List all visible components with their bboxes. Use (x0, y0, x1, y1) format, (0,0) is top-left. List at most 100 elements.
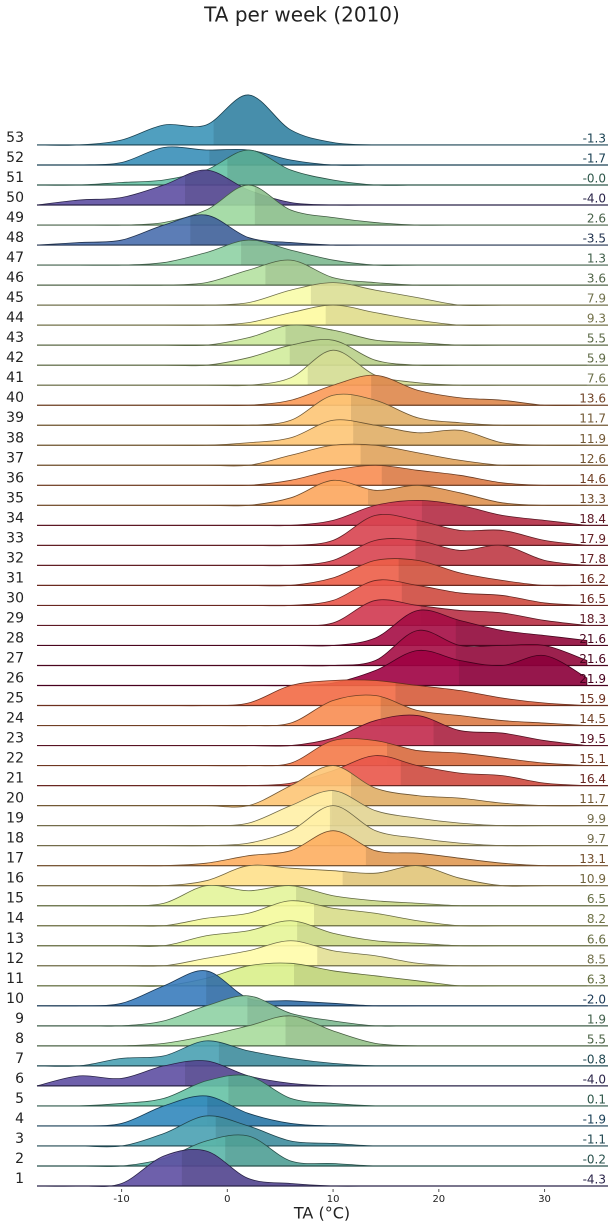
mean-label: -1.1 (583, 1132, 606, 1146)
week-label: 22 (6, 751, 24, 767)
mean-shade (455, 619, 587, 646)
week-label: 4 (15, 1111, 24, 1127)
ridge (36, 169, 587, 206)
mean-shade (213, 94, 587, 146)
mean-label: 14.5 (579, 712, 606, 726)
mean-shade (433, 720, 587, 746)
mean-label: 21.6 (579, 652, 606, 666)
week-label: 46 (6, 270, 24, 286)
week-label: 2 (15, 1151, 24, 1167)
mean-label: 17.9 (579, 532, 606, 546)
mean-label: -1.7 (583, 151, 606, 165)
chart-title: TA per week (2010) (203, 3, 400, 27)
mean-shade (398, 558, 587, 586)
mean-label: -0.0 (583, 172, 606, 186)
x-tick-label: 0 (224, 1194, 230, 1205)
week-label: 5 (15, 1091, 24, 1107)
mean-label: 8.2 (587, 912, 606, 926)
mean-label: 1.9 (587, 1012, 606, 1026)
ridge (37, 900, 587, 927)
week-label: 12 (6, 951, 24, 967)
mean-label: 16.4 (579, 772, 606, 786)
week-label: 38 (6, 430, 24, 446)
week-label: 49 (6, 210, 24, 226)
mean-label: 6.6 (587, 932, 606, 946)
mean-label: 12.6 (579, 452, 606, 466)
mean-shade (365, 846, 587, 866)
mean-shade (181, 1149, 587, 1187)
mean-shade (225, 1134, 587, 1167)
mean-shade (314, 903, 587, 927)
mean-label: -0.8 (583, 1052, 606, 1066)
mean-shade (380, 696, 587, 726)
mean-shade (329, 805, 587, 846)
mean-label: 11.7 (579, 412, 606, 426)
week-label: 24 (6, 711, 24, 727)
mean-label: 17.8 (579, 552, 606, 566)
x-tick-label: -10 (113, 1194, 129, 1205)
mean-label: 11.7 (579, 792, 606, 806)
week-label: 28 (6, 630, 24, 646)
mean-label: -3.5 (583, 232, 606, 246)
mean-shade (296, 886, 587, 906)
mean-shade (241, 240, 587, 266)
mean-label: 6.3 (587, 972, 606, 986)
mean-label: -4.0 (583, 192, 606, 206)
mean-label: 6.5 (587, 892, 606, 906)
x-tick-label: 30 (538, 1194, 551, 1205)
mean-label: 0.1 (587, 1092, 606, 1106)
week-label: 18 (6, 831, 24, 847)
week-label: 34 (6, 510, 24, 526)
mean-label: -1.9 (583, 1112, 606, 1126)
mean-label: -1.3 (583, 131, 606, 145)
mean-shade (317, 946, 587, 966)
week-label: 21 (6, 771, 24, 787)
mean-label: 13.1 (579, 852, 606, 866)
mean-label: -4.0 (583, 1072, 606, 1086)
mean-label: 13.3 (579, 492, 606, 506)
mean-label: 1.3 (587, 252, 606, 266)
mean-shade (342, 865, 587, 887)
mean-label: 13.6 (579, 392, 606, 406)
ridge (37, 940, 587, 967)
mean-shade (400, 760, 587, 786)
mean-shade (293, 963, 587, 987)
week-label: 44 (6, 310, 24, 326)
week-label: 42 (6, 350, 24, 366)
ridge (36, 304, 587, 326)
mean-shade (265, 260, 587, 286)
week-label: 27 (6, 650, 24, 666)
week-label: 43 (6, 330, 24, 346)
mean-label: 18.3 (579, 612, 606, 626)
mean-label: 15.9 (579, 692, 606, 706)
ridge (36, 1095, 587, 1127)
week-label: 40 (6, 390, 24, 406)
week-label: 9 (15, 1011, 24, 1027)
week-label: 33 (6, 530, 24, 546)
mean-shade (297, 921, 587, 946)
mean-label: 7.9 (587, 292, 606, 306)
week-label: 11 (6, 971, 24, 987)
mean-label: 14.6 (579, 472, 606, 486)
mean-shade (310, 282, 587, 306)
mean-shade (387, 742, 587, 766)
week-label: 23 (6, 731, 24, 747)
ridge (36, 146, 587, 166)
mean-shade (190, 214, 587, 246)
mean-label: 8.5 (587, 952, 606, 966)
mean-label: 7.6 (587, 372, 606, 386)
week-label: 1 (15, 1171, 24, 1187)
week-label: 10 (6, 991, 24, 1007)
week-label: 14 (6, 911, 24, 927)
mean-label: 5.5 (587, 332, 606, 346)
mean-label: 10.9 (579, 872, 606, 886)
week-label: 36 (6, 470, 24, 486)
week-label: 37 (6, 450, 24, 466)
mean-shade (207, 1096, 587, 1127)
mean-label: 2.6 (587, 212, 606, 226)
mean-shade (285, 1015, 587, 1047)
mean-shade (371, 375, 587, 406)
week-label: 7 (15, 1051, 24, 1067)
mean-label: -2.0 (583, 992, 606, 1006)
